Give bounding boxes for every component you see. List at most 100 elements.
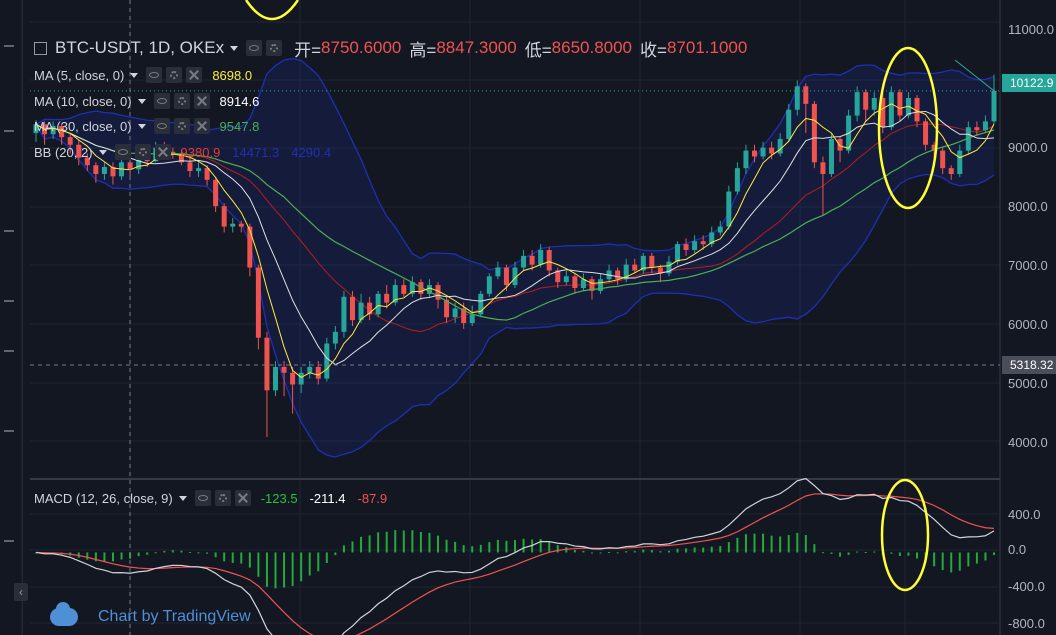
candle-body — [93, 165, 99, 174]
macd-histogram-bar — [582, 550, 585, 553]
gear-icon[interactable] — [173, 118, 190, 134]
macd-histogram-bar — [676, 548, 679, 553]
close-icon[interactable] — [193, 93, 210, 109]
chevron-down-icon[interactable] — [98, 149, 107, 155]
gear-icon[interactable] — [214, 490, 231, 506]
symbol-title[interactable]: BTC-USDT, 1D, OKEx — [55, 38, 225, 57]
chevron-down-icon[interactable] — [137, 98, 146, 104]
scroll-left-button[interactable]: ‹ — [14, 583, 28, 601]
macd-histogram-bar — [616, 552, 619, 554]
candle-body — [555, 270, 561, 283]
macd-histogram-bar — [274, 552, 277, 589]
indicator-label[interactable]: MA (30, close, 0) — [34, 118, 132, 134]
indicator-label[interactable]: MA (5, close, 0) — [34, 67, 125, 83]
macd-histogram-bar — [300, 552, 303, 582]
ma5-line — [35, 103, 995, 379]
macd-histogram-bar — [94, 552, 97, 562]
eye-icon[interactable] — [153, 93, 170, 109]
gear-icon[interactable] — [134, 144, 151, 160]
candle-body — [392, 285, 398, 303]
candle-body — [623, 264, 629, 280]
candle-body — [204, 168, 210, 180]
macd-legend: MACD (12, 26, close, 9) -123.5 -211.4 -8… — [34, 488, 393, 508]
toolbar-tool-icon[interactable] — [4, 350, 14, 352]
candle-body — [692, 241, 698, 250]
toolbar-tool-icon[interactable] — [4, 130, 14, 132]
macd-histogram-bar — [950, 552, 953, 573]
macd-histogram-bar — [856, 551, 859, 553]
candle-body — [760, 147, 766, 157]
close-icon[interactable] — [154, 144, 171, 160]
trend-line — [954, 59, 995, 92]
tradingview-cloud-icon — [50, 602, 78, 626]
toolbar-tool-icon[interactable] — [4, 300, 14, 302]
macd-histogram-bar — [839, 552, 842, 557]
close-icon[interactable] — [186, 67, 203, 83]
macd-histogram-bar — [702, 547, 705, 553]
macd-histogram-bar — [265, 552, 268, 587]
candle-body — [538, 250, 544, 265]
candle-body — [307, 366, 313, 373]
candle-body — [341, 296, 347, 332]
toolbar-tool-icon[interactable] — [4, 540, 14, 542]
chevron-down-icon[interactable] — [230, 45, 239, 51]
macd-histogram-bar — [428, 532, 431, 553]
toolbar-tool-icon[interactable] — [4, 45, 14, 47]
price-axis-label: 9000.0 — [1008, 140, 1048, 155]
low-label: 低= — [524, 40, 552, 60]
symbol-header: BTC-USDT, 1D, OKEx 开= 8750.6000 高= 8847.30… — [34, 37, 747, 60]
chevron-down-icon[interactable] — [137, 123, 146, 129]
macd-histogram-bar — [308, 552, 311, 576]
open-value: 8750.6000 — [321, 38, 402, 57]
macd-histogram-bar — [890, 552, 893, 554]
price-axis-label: 4000.0 — [1008, 435, 1048, 450]
eye-icon[interactable] — [114, 144, 131, 160]
eye-icon[interactable] — [146, 67, 163, 83]
gear-icon[interactable] — [166, 67, 183, 83]
chevron-down-icon[interactable] — [130, 72, 139, 78]
indicator-legend-ma30: MA (30, close, 0) 9547.8 — [34, 116, 265, 136]
toolbar-tool-icon[interactable] — [4, 430, 14, 432]
eye-icon[interactable] — [153, 118, 170, 134]
macd-histogram-bar — [864, 552, 867, 554]
tradingview-badge[interactable]: Chart by TradingView — [50, 602, 251, 626]
candle-body — [358, 302, 364, 321]
chevron-down-icon[interactable] — [178, 495, 187, 501]
indicator-label[interactable]: MACD (12, 26, close, 9) — [34, 490, 173, 506]
annotation-ellipse — [244, 0, 300, 21]
candle-body — [264, 337, 270, 391]
candle-body — [230, 223, 236, 227]
candle-body — [529, 255, 535, 265]
gear-icon[interactable] — [173, 93, 190, 109]
candle-body — [546, 250, 552, 271]
collapse-square-icon[interactable] — [34, 41, 47, 55]
candle-body — [572, 276, 578, 288]
gear-icon[interactable] — [266, 40, 283, 56]
macd-histogram-bar — [565, 547, 568, 553]
macd-histogram-bar — [325, 552, 328, 563]
candle-body — [905, 98, 911, 116]
candle-body — [101, 166, 107, 174]
candle-body — [375, 293, 381, 315]
candle-body — [273, 366, 278, 391]
macd-histogram-bar — [342, 545, 345, 553]
macd-histogram-bar — [479, 544, 482, 553]
candle-body — [33, 124, 39, 134]
indicator-value: 14471.3 — [232, 144, 280, 160]
candle-body — [409, 282, 415, 294]
candle-body — [948, 168, 954, 174]
close-icon[interactable] — [234, 490, 251, 506]
eye-icon[interactable] — [246, 40, 263, 56]
toolbar-tool-icon[interactable] — [4, 230, 14, 232]
macd-histogram-bar — [873, 551, 876, 553]
indicator-value: -211.4 — [309, 490, 346, 506]
eye-icon[interactable] — [194, 490, 211, 506]
candle-body — [136, 156, 142, 170]
close-icon[interactable] — [193, 118, 210, 134]
indicator-label[interactable]: MA (10, close, 0) — [34, 93, 132, 109]
candle-body — [957, 150, 963, 174]
indicator-label[interactable]: BB (20, 2) — [34, 144, 93, 160]
macd-histogram-bar — [548, 541, 551, 553]
candle-body — [914, 98, 920, 122]
